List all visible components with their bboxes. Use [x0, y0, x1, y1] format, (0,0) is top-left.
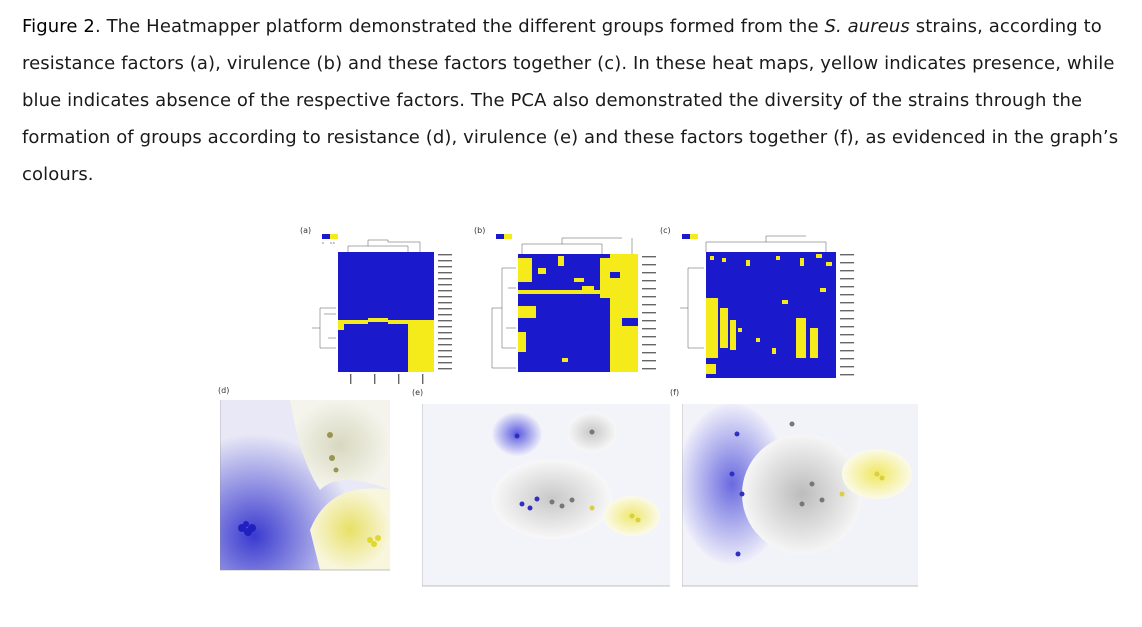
panel-label-a: (a): [300, 226, 312, 235]
panel-label-d: (d): [218, 386, 230, 395]
panel-label-f: (f): [670, 388, 680, 397]
figure-label: Figure 2: [22, 16, 95, 37]
heatmap-resistance: 0 0.5: [312, 234, 452, 384]
pca-combined: [682, 404, 918, 587]
pca-resistance: [220, 400, 390, 571]
heatmap-combined: [680, 234, 854, 378]
heatmap-virulence: [491, 234, 656, 372]
svg-text:0.5: 0.5: [330, 241, 335, 245]
figure-caption: Figure 2. The Heatmapper platform demons…: [22, 8, 1122, 193]
caption-text-1: . The Heatmapper platform demonstrated t…: [94, 16, 825, 37]
panel-label-b: (b): [474, 226, 486, 235]
caption-text-2: strains, according to resistance factors…: [22, 16, 1119, 185]
pca-virulence: [422, 404, 670, 587]
panel-label-c: (c): [660, 226, 671, 235]
panel-label-e: (e): [412, 388, 424, 397]
figure-image: (a) (b) (c) (d) (e) (f) 0 0.5: [200, 220, 940, 600]
species-name: S. aureus: [824, 16, 910, 37]
svg-text:0: 0: [322, 241, 324, 245]
